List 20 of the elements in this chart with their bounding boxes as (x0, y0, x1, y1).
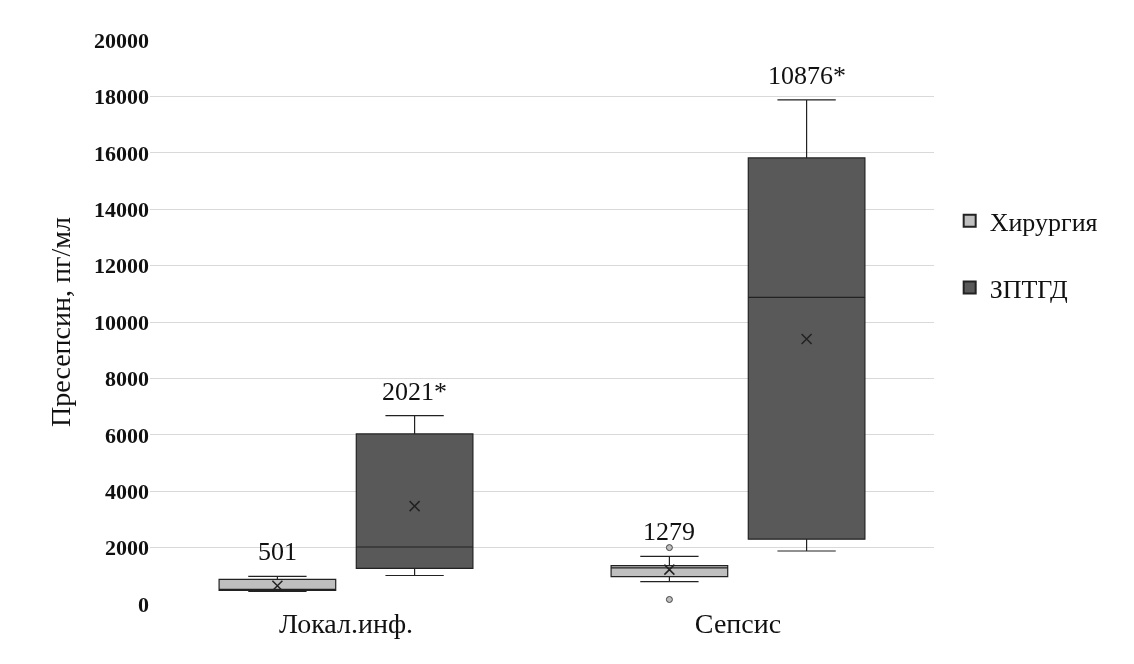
y-tick-label: 14000 (94, 196, 149, 222)
y-tick-label: 0 (138, 591, 149, 617)
text: 501 (258, 537, 297, 566)
y-tick-label: 4000 (105, 478, 149, 504)
y-axis-title: Пресепсин, пг/мл (44, 217, 76, 427)
y-tick-label: 6000 (105, 422, 149, 448)
y-tick-label: 10000 (94, 309, 149, 335)
y-tick-label: 16000 (94, 140, 149, 166)
text: 2021* (382, 377, 447, 406)
y-tick-label: 12000 (94, 253, 149, 279)
y-tick-label: 2000 (105, 535, 149, 561)
legend-label: ЗПТГД (989, 274, 1069, 304)
text: 10876* (768, 61, 846, 90)
y-tick-label: 20000 (94, 27, 149, 53)
text: 1279 (643, 517, 695, 546)
x-tick-label: Локал.инф. (278, 608, 414, 639)
x-tick-label: Сепсис (694, 608, 782, 639)
y-tick-label: 8000 (105, 366, 149, 392)
legend-label: Хирургия (989, 207, 1098, 237)
y-tick-label: 18000 (94, 84, 149, 110)
